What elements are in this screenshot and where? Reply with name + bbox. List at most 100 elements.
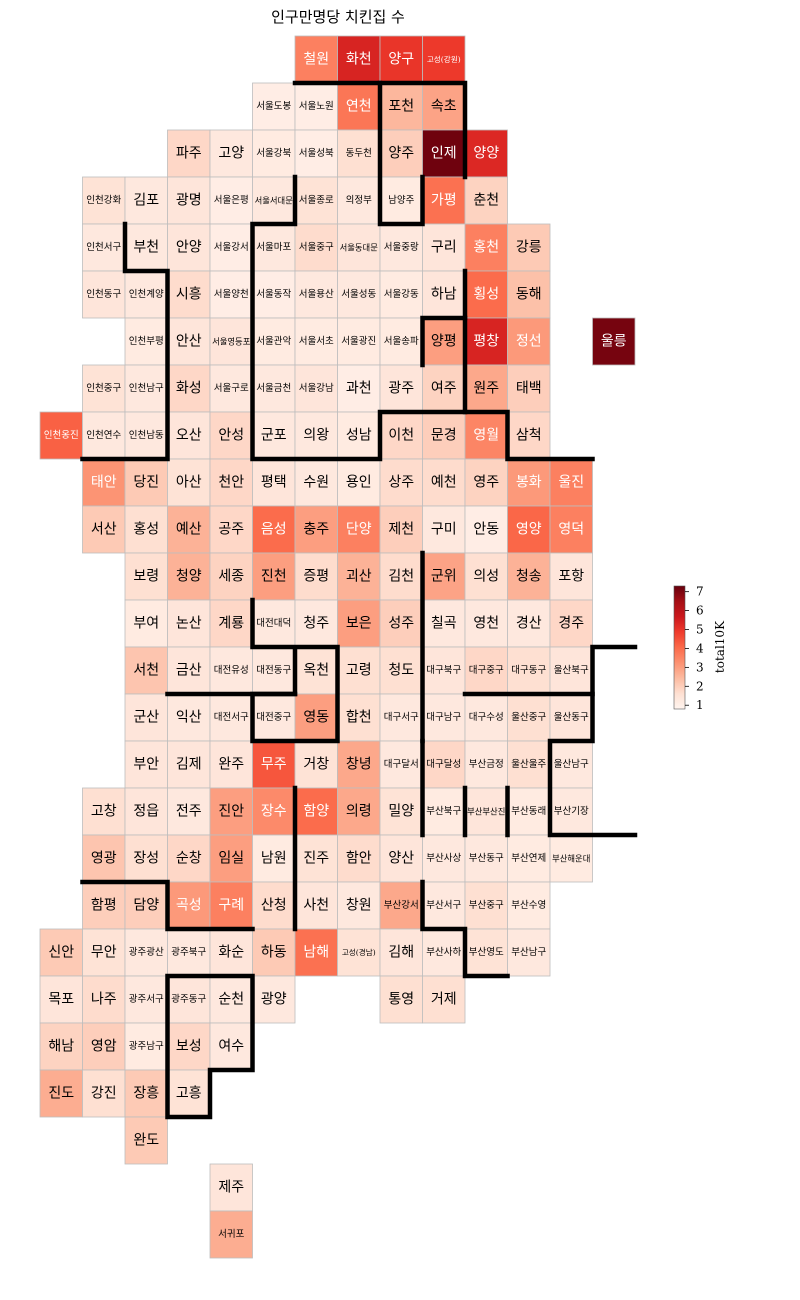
heatmap-cell bbox=[209, 646, 253, 695]
heatmap-cell bbox=[209, 1022, 253, 1071]
cell-label: 부산사상 bbox=[426, 853, 461, 864]
cell-label: 광주 bbox=[388, 381, 414, 397]
cell-label: 영천 bbox=[473, 616, 499, 632]
heatmap-cell bbox=[337, 317, 381, 366]
heatmap-cell bbox=[252, 975, 296, 1024]
cell-label: 의성 bbox=[473, 569, 499, 585]
heatmap-cell bbox=[167, 129, 211, 178]
heatmap-cell bbox=[82, 928, 126, 977]
cell-label: 광주광산 bbox=[129, 946, 164, 958]
cell-label: 부산해운대 bbox=[552, 854, 590, 864]
heatmap-cell bbox=[507, 458, 551, 507]
heatmap-cell bbox=[294, 881, 338, 930]
heatmap-cell bbox=[252, 82, 296, 131]
cell-label: 금산 bbox=[176, 663, 202, 679]
cell-label: 곡성 bbox=[176, 898, 202, 914]
heatmap-cell bbox=[337, 270, 381, 319]
heatmap-cell bbox=[507, 881, 551, 930]
heatmap-cell bbox=[464, 270, 508, 319]
heatmap-cell bbox=[294, 270, 338, 319]
cell-label: 정읍 bbox=[133, 804, 159, 820]
cell-label: 예천 bbox=[431, 475, 457, 491]
cell-label: 장수 bbox=[261, 804, 287, 820]
cell-label: 시흥 bbox=[176, 287, 202, 303]
cell-label: 하동 bbox=[261, 945, 287, 961]
cell-label: 화순 bbox=[218, 945, 244, 961]
heatmap-cell bbox=[294, 693, 338, 742]
cell-label: 의정부 bbox=[346, 195, 372, 206]
cell-label: 서울강동 bbox=[384, 289, 419, 300]
heatmap-cell bbox=[252, 129, 296, 178]
cell-label: 남양주 bbox=[388, 195, 414, 206]
cell-label: 광명 bbox=[176, 193, 202, 209]
heatmap-cell bbox=[124, 740, 168, 789]
heatmap-cell bbox=[124, 834, 168, 883]
heatmap-cell bbox=[82, 505, 126, 554]
cell-label: 제주 bbox=[218, 1180, 244, 1196]
heatmap-cell bbox=[167, 552, 211, 601]
cell-label: 태안 bbox=[91, 475, 117, 491]
cell-label: 군위 bbox=[431, 569, 457, 585]
heatmap-cell bbox=[167, 834, 211, 883]
cell-label: 서울강북 bbox=[256, 148, 291, 159]
heatmap-cell bbox=[124, 928, 168, 977]
heatmap-cell bbox=[422, 270, 466, 319]
heatmap-cell bbox=[124, 975, 168, 1024]
heatmap-cell bbox=[209, 834, 253, 883]
cell-label: 서울송파 bbox=[384, 336, 419, 347]
cell-label: 완주 bbox=[218, 757, 244, 773]
cell-label: 구례 bbox=[218, 898, 244, 914]
cell-label: 장성 bbox=[133, 851, 159, 867]
cell-label: 군포 bbox=[261, 428, 287, 444]
cell-label: 포항 bbox=[558, 569, 584, 585]
cell-label: 서울용산 bbox=[299, 289, 334, 300]
cell-label: 과천 bbox=[346, 381, 372, 397]
cell-label: 정선 bbox=[516, 334, 542, 350]
cell-label: 고흥 bbox=[176, 1086, 202, 1102]
cell-label: 단양 bbox=[346, 522, 372, 538]
cell-label: 구미 bbox=[431, 522, 457, 538]
cell-label: 보령 bbox=[133, 569, 159, 585]
cell-label: 울진 bbox=[558, 475, 584, 491]
cell-label: 김포 bbox=[133, 193, 159, 209]
heatmap-cell bbox=[379, 881, 423, 930]
cell-label: 양평 bbox=[431, 334, 457, 350]
heatmap-cell bbox=[209, 740, 253, 789]
heatmap-cell bbox=[337, 552, 381, 601]
cell-label: 고성(경남) bbox=[342, 947, 376, 957]
cell-label: 순천 bbox=[218, 992, 244, 1008]
cell-label: 인천부평 bbox=[129, 336, 164, 347]
cell-label: 부산동구 bbox=[469, 853, 504, 864]
cell-label: 남원 bbox=[261, 851, 287, 867]
cell-label: 부산강서 bbox=[384, 900, 419, 911]
heatmap-cell bbox=[337, 646, 381, 695]
cell-label: 대구동구 bbox=[511, 665, 546, 676]
colorbar-tick-label: 3 bbox=[696, 660, 704, 674]
heatmap-cell bbox=[82, 834, 126, 883]
heatmap-cell bbox=[507, 223, 551, 272]
heatmap-cell bbox=[422, 740, 466, 789]
province-border bbox=[547, 691, 638, 838]
cell-label: 대구서구 bbox=[384, 712, 419, 723]
heatmap-cell bbox=[379, 740, 423, 789]
heatmap-cell bbox=[507, 317, 551, 366]
cell-label: 음성 bbox=[261, 522, 287, 538]
cell-label: 광주서구 bbox=[129, 993, 164, 1005]
cell-label: 영덕 bbox=[558, 522, 584, 538]
cell-label: 구리 bbox=[431, 240, 457, 256]
heatmap-cell bbox=[124, 317, 168, 366]
cell-label: 청도 bbox=[388, 663, 414, 679]
cell-label: 태백 bbox=[516, 381, 542, 397]
cell-label: 진안 bbox=[218, 804, 244, 820]
province-border bbox=[80, 221, 170, 462]
heatmap-cell bbox=[464, 458, 508, 507]
heatmap-cell bbox=[379, 834, 423, 883]
cell-label: 천안 bbox=[218, 475, 244, 491]
cell-label: 통영 bbox=[388, 992, 414, 1008]
heatmap-cell bbox=[252, 411, 296, 460]
cell-label: 김제 bbox=[176, 757, 202, 773]
heatmap-cell bbox=[464, 881, 508, 930]
cell-label: 완도 bbox=[133, 1133, 159, 1149]
cell-label: 진도 bbox=[48, 1086, 74, 1102]
cell-label: 남해 bbox=[303, 945, 329, 961]
